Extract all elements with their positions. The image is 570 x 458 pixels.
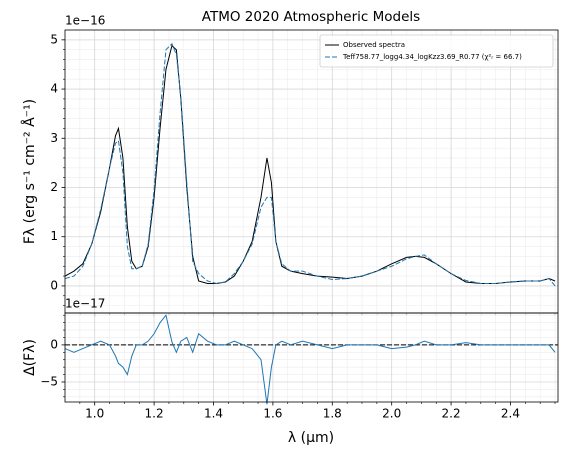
x-tick-label: 2.4 bbox=[501, 407, 520, 421]
x-tick-label: 1.2 bbox=[145, 407, 164, 421]
x-tick-label: 1.0 bbox=[85, 407, 104, 421]
data-line bbox=[64, 314, 556, 405]
x-tick-label: 2.2 bbox=[442, 407, 461, 421]
y-tick-label: 2 bbox=[50, 180, 58, 194]
legend-label: Teff758.77_logg4.34_logKzz3.69_R0.77 (χ²… bbox=[342, 53, 522, 61]
data-line bbox=[64, 44, 556, 284]
data-line bbox=[64, 42, 556, 287]
y-tick-label: 5 bbox=[50, 32, 58, 46]
y-tick-label: −5 bbox=[40, 374, 58, 388]
y-tick-label: 1 bbox=[50, 229, 58, 243]
y-tick-label: 0 bbox=[50, 337, 58, 351]
y-axis-label: Δ(Fλ) bbox=[22, 339, 38, 376]
offset-label: 1e−17 bbox=[65, 297, 105, 311]
x-tick-label: 1.4 bbox=[204, 407, 223, 421]
offset-label: 1e−16 bbox=[65, 14, 105, 28]
axes-frame bbox=[64, 312, 559, 403]
x-axis-label: λ (μm) bbox=[288, 430, 334, 446]
x-tick-label: 1.8 bbox=[323, 407, 342, 421]
x-tick-label: 2.0 bbox=[382, 407, 401, 421]
y-axis-label: Fλ (erg s⁻¹ cm⁻² Å⁻¹) bbox=[21, 99, 38, 244]
y-tick-label: 4 bbox=[50, 82, 58, 96]
y-tick-label: 3 bbox=[50, 131, 58, 145]
legend-box bbox=[319, 34, 554, 68]
chart-title: ATMO 2020 Atmospheric Models bbox=[202, 9, 420, 25]
x-tick-label: 1.6 bbox=[263, 407, 282, 421]
legend-label: Observed spectra bbox=[343, 41, 405, 49]
y-tick-label: 0 bbox=[50, 278, 58, 292]
